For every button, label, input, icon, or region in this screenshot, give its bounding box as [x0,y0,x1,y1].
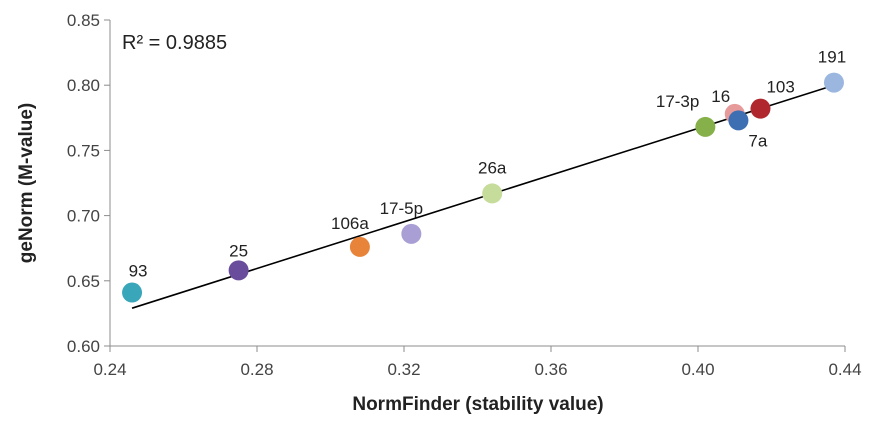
point-labels: 93 25 106a 17-5p 26a 17-3p 16 7a 103 191 [129,48,847,281]
point-label-17-3p: 17-3p [656,92,699,111]
data-points [122,72,844,303]
y-tick-label: 0.60 [67,337,100,356]
y-tick-label: 0.65 [67,272,100,291]
data-point-25 [228,260,249,281]
x-tick-label: 0.40 [681,360,714,379]
x-tick-label: 0.44 [828,360,861,379]
y-tick-label: 0.80 [67,76,100,95]
y-axis-title: geNorm (M-value) [16,103,37,263]
x-axis-ticks: 0.24 0.28 0.32 0.36 0.40 0.44 [93,346,862,379]
point-label-93: 93 [129,262,148,281]
data-point-26a [482,183,503,204]
point-label-25: 25 [229,241,248,260]
x-tick-label: 0.28 [240,360,273,379]
x-tick-label: 0.24 [93,360,126,379]
point-label-16: 16 [711,87,730,106]
point-label-106a: 106a [331,214,369,233]
data-point-106a [349,236,370,257]
x-axis-title: NormFinder (stability value) [352,394,603,415]
point-label-103: 103 [766,78,794,97]
r-squared-annotation: R² = 0.9885 [122,32,227,54]
point-label-17-5p: 17-5p [380,199,423,218]
x-tick-label: 0.36 [534,360,567,379]
data-point-17-3p [695,116,716,137]
y-axis-ticks: 0.60 0.65 0.70 0.75 0.80 0.85 [67,11,110,356]
data-point-7a [728,110,749,131]
data-point-103 [750,98,771,119]
point-label-26a: 26a [478,158,507,177]
point-label-7a: 7a [748,131,767,150]
x-tick-label: 0.32 [387,360,420,379]
y-tick-label: 0.70 [67,207,100,226]
plot-area [109,20,845,347]
y-tick-label: 0.75 [67,141,100,160]
data-point-191 [823,72,844,93]
data-point-17-5p [401,223,422,244]
y-tick-label: 0.85 [67,11,100,30]
point-label-191: 191 [818,48,846,67]
data-point-93 [122,282,143,303]
